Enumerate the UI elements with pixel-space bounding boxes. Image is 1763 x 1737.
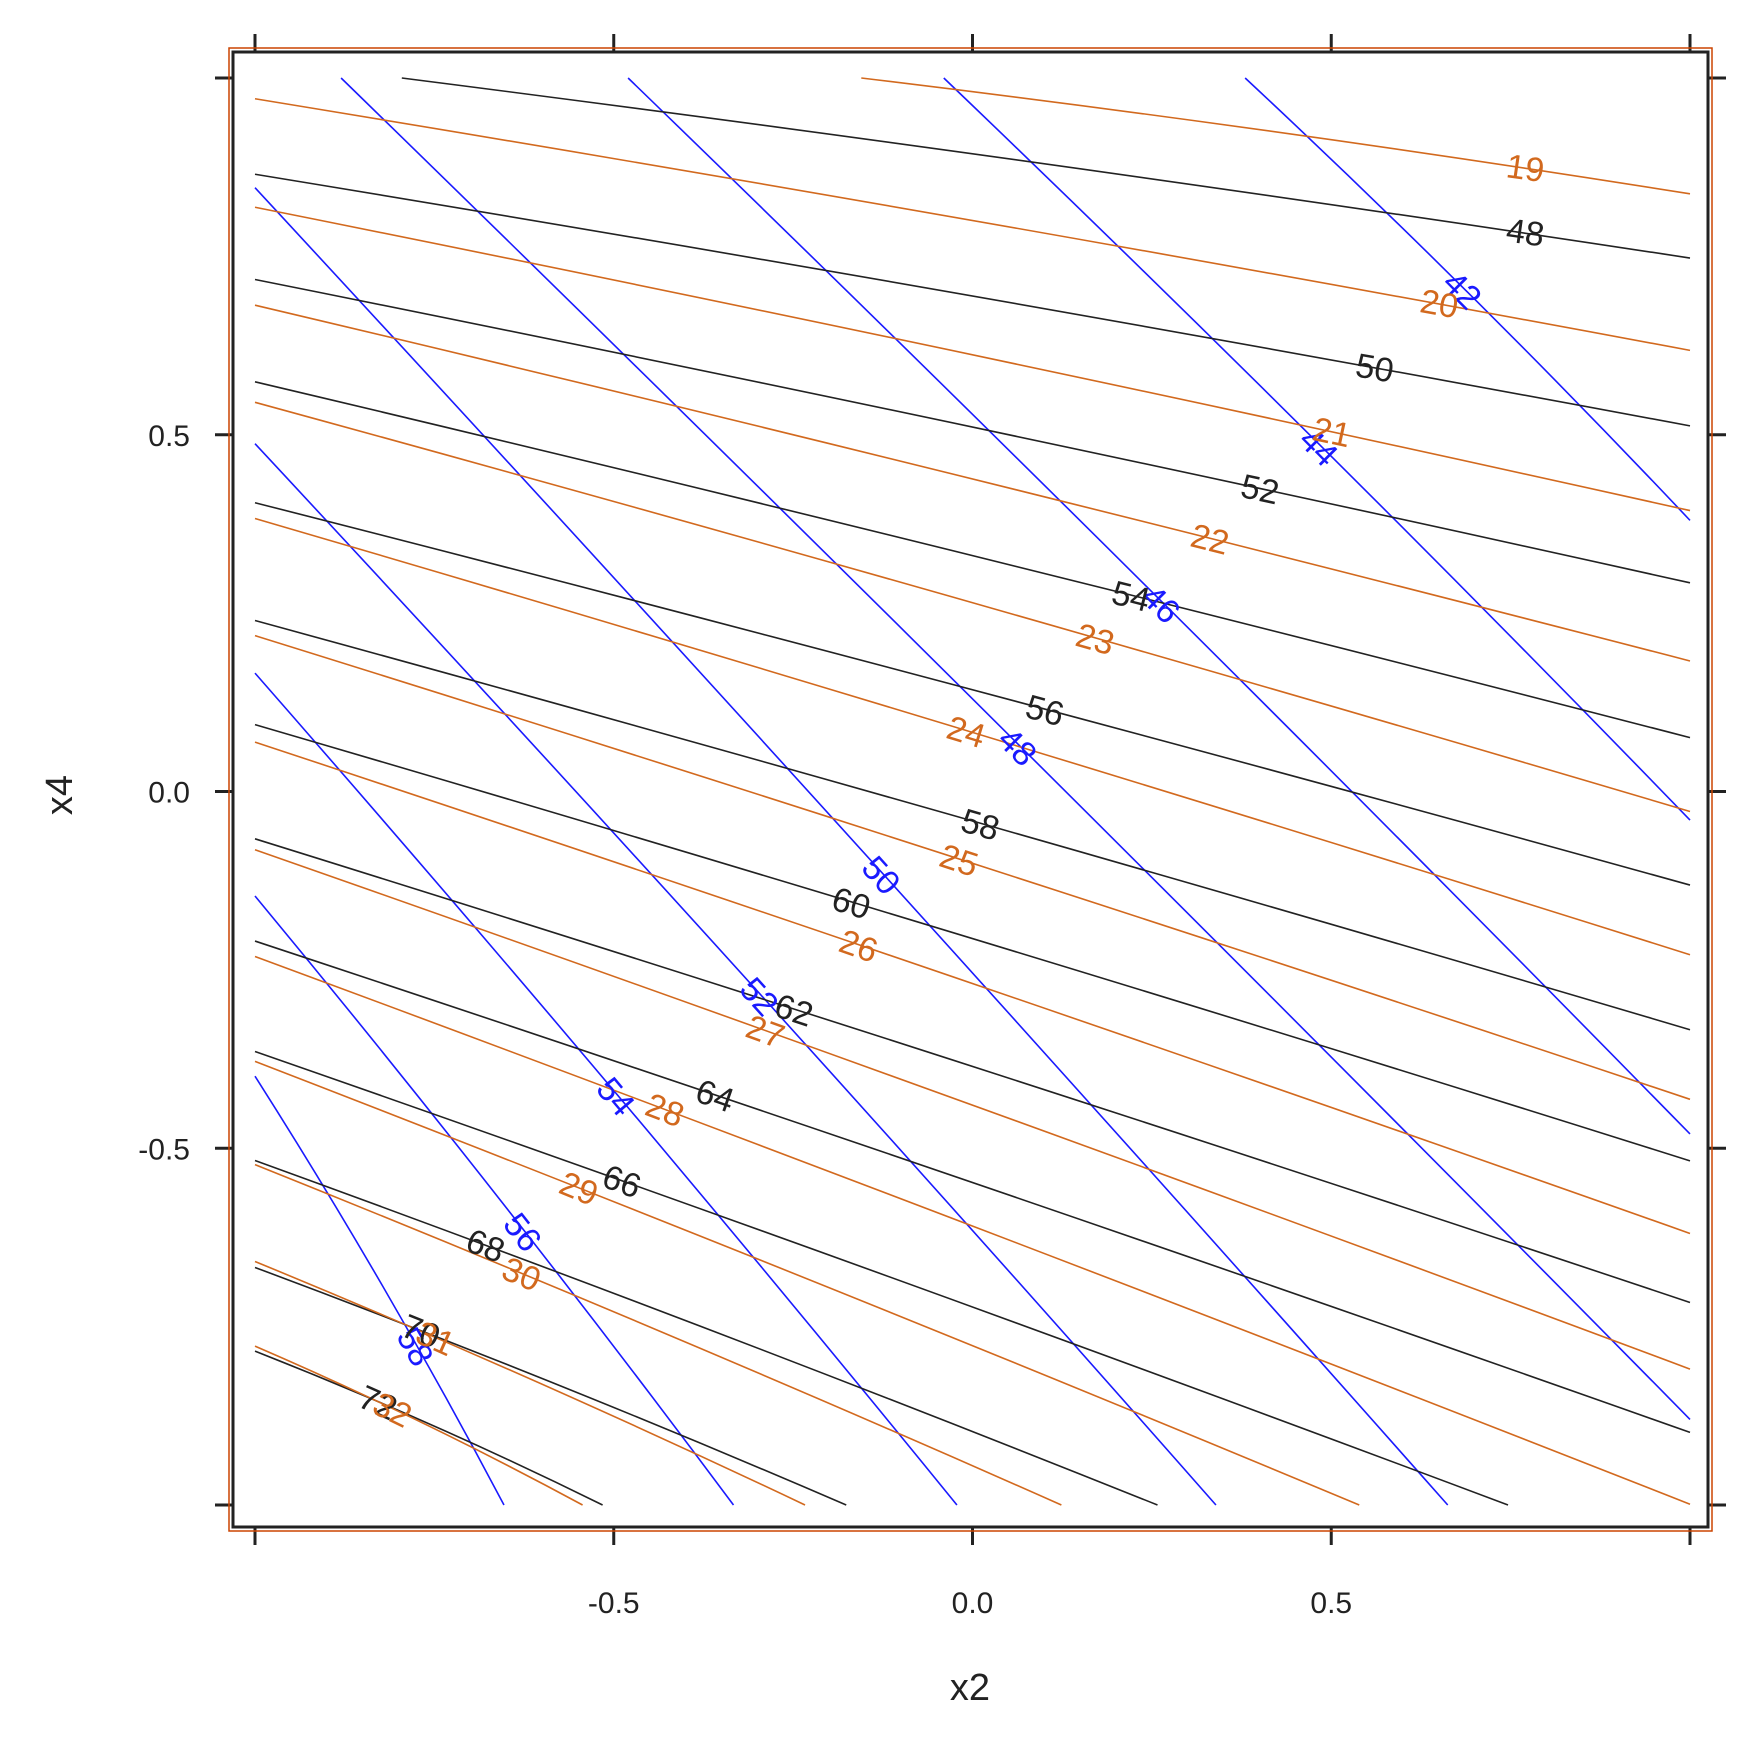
contour-line [254, 1050, 1509, 1506]
contour-label: 50 [1353, 347, 1397, 391]
contour-label: 22 [1187, 517, 1233, 563]
x-tick-label: 0.5 [1310, 1587, 1352, 1620]
contour-line [254, 401, 1691, 813]
contour-line [254, 1260, 806, 1506]
contour-line [254, 1060, 1360, 1506]
contour-line [1244, 77, 1691, 521]
plot-frame [231, 50, 1710, 1529]
contour-line [254, 1345, 583, 1506]
contour-line [254, 173, 1691, 427]
y-tick-label: 0.5 [148, 420, 190, 453]
axis-ticks [215, 34, 1726, 1545]
y-tick-label: -0.5 [138, 1133, 190, 1166]
contour-line [254, 1159, 1158, 1506]
x-axis-title: x2 [950, 1667, 990, 1709]
y-tick-labels: -0.5 0.0 0.5 [138, 420, 190, 1167]
contour-line [254, 672, 958, 1506]
x-tick-labels: -0.5 0.0 0.5 [588, 1587, 1352, 1620]
y-axis-title: x4 [39, 775, 81, 815]
contour-line [861, 77, 1691, 195]
plot-background [233, 52, 1708, 1527]
contour-line [254, 634, 1691, 1101]
contour-line [254, 278, 1691, 584]
contour-line [254, 1163, 1062, 1506]
contour-line [254, 517, 1691, 956]
contour-line [254, 206, 1691, 512]
contour-line [254, 955, 1691, 1505]
contour-line [254, 501, 1691, 886]
contour-label: 52 [1237, 467, 1282, 512]
contour-lines [254, 77, 1691, 1506]
contour-label: 54 [1108, 574, 1154, 620]
contour-line [254, 940, 1691, 1434]
contour-label: 48 [1504, 212, 1547, 255]
contour-line [254, 1350, 603, 1506]
contour-line [254, 1075, 505, 1506]
contour-line [254, 895, 735, 1506]
contour-line [254, 723, 1691, 1162]
contour-line [254, 619, 1691, 1031]
plot-frame-accent [228, 47, 1713, 1532]
x-tick-label: -0.5 [588, 1587, 640, 1620]
contour-label: 20 [1417, 282, 1461, 326]
x-tick-label: 0.0 [952, 1587, 994, 1620]
contour-line [401, 77, 1691, 259]
contour-line [254, 741, 1691, 1235]
contour-line [254, 97, 1691, 352]
contour-line [254, 848, 1691, 1370]
contour-label: 21 [1309, 410, 1354, 455]
contour-line [340, 77, 1691, 1420]
contour-line [254, 1266, 847, 1506]
contour-line [254, 187, 1449, 1506]
y-tick-label: 0.0 [148, 777, 190, 810]
contour-line [254, 838, 1691, 1304]
contour-line [254, 381, 1691, 739]
contour-label: 19 [1504, 147, 1547, 190]
contour-line [254, 304, 1691, 662]
